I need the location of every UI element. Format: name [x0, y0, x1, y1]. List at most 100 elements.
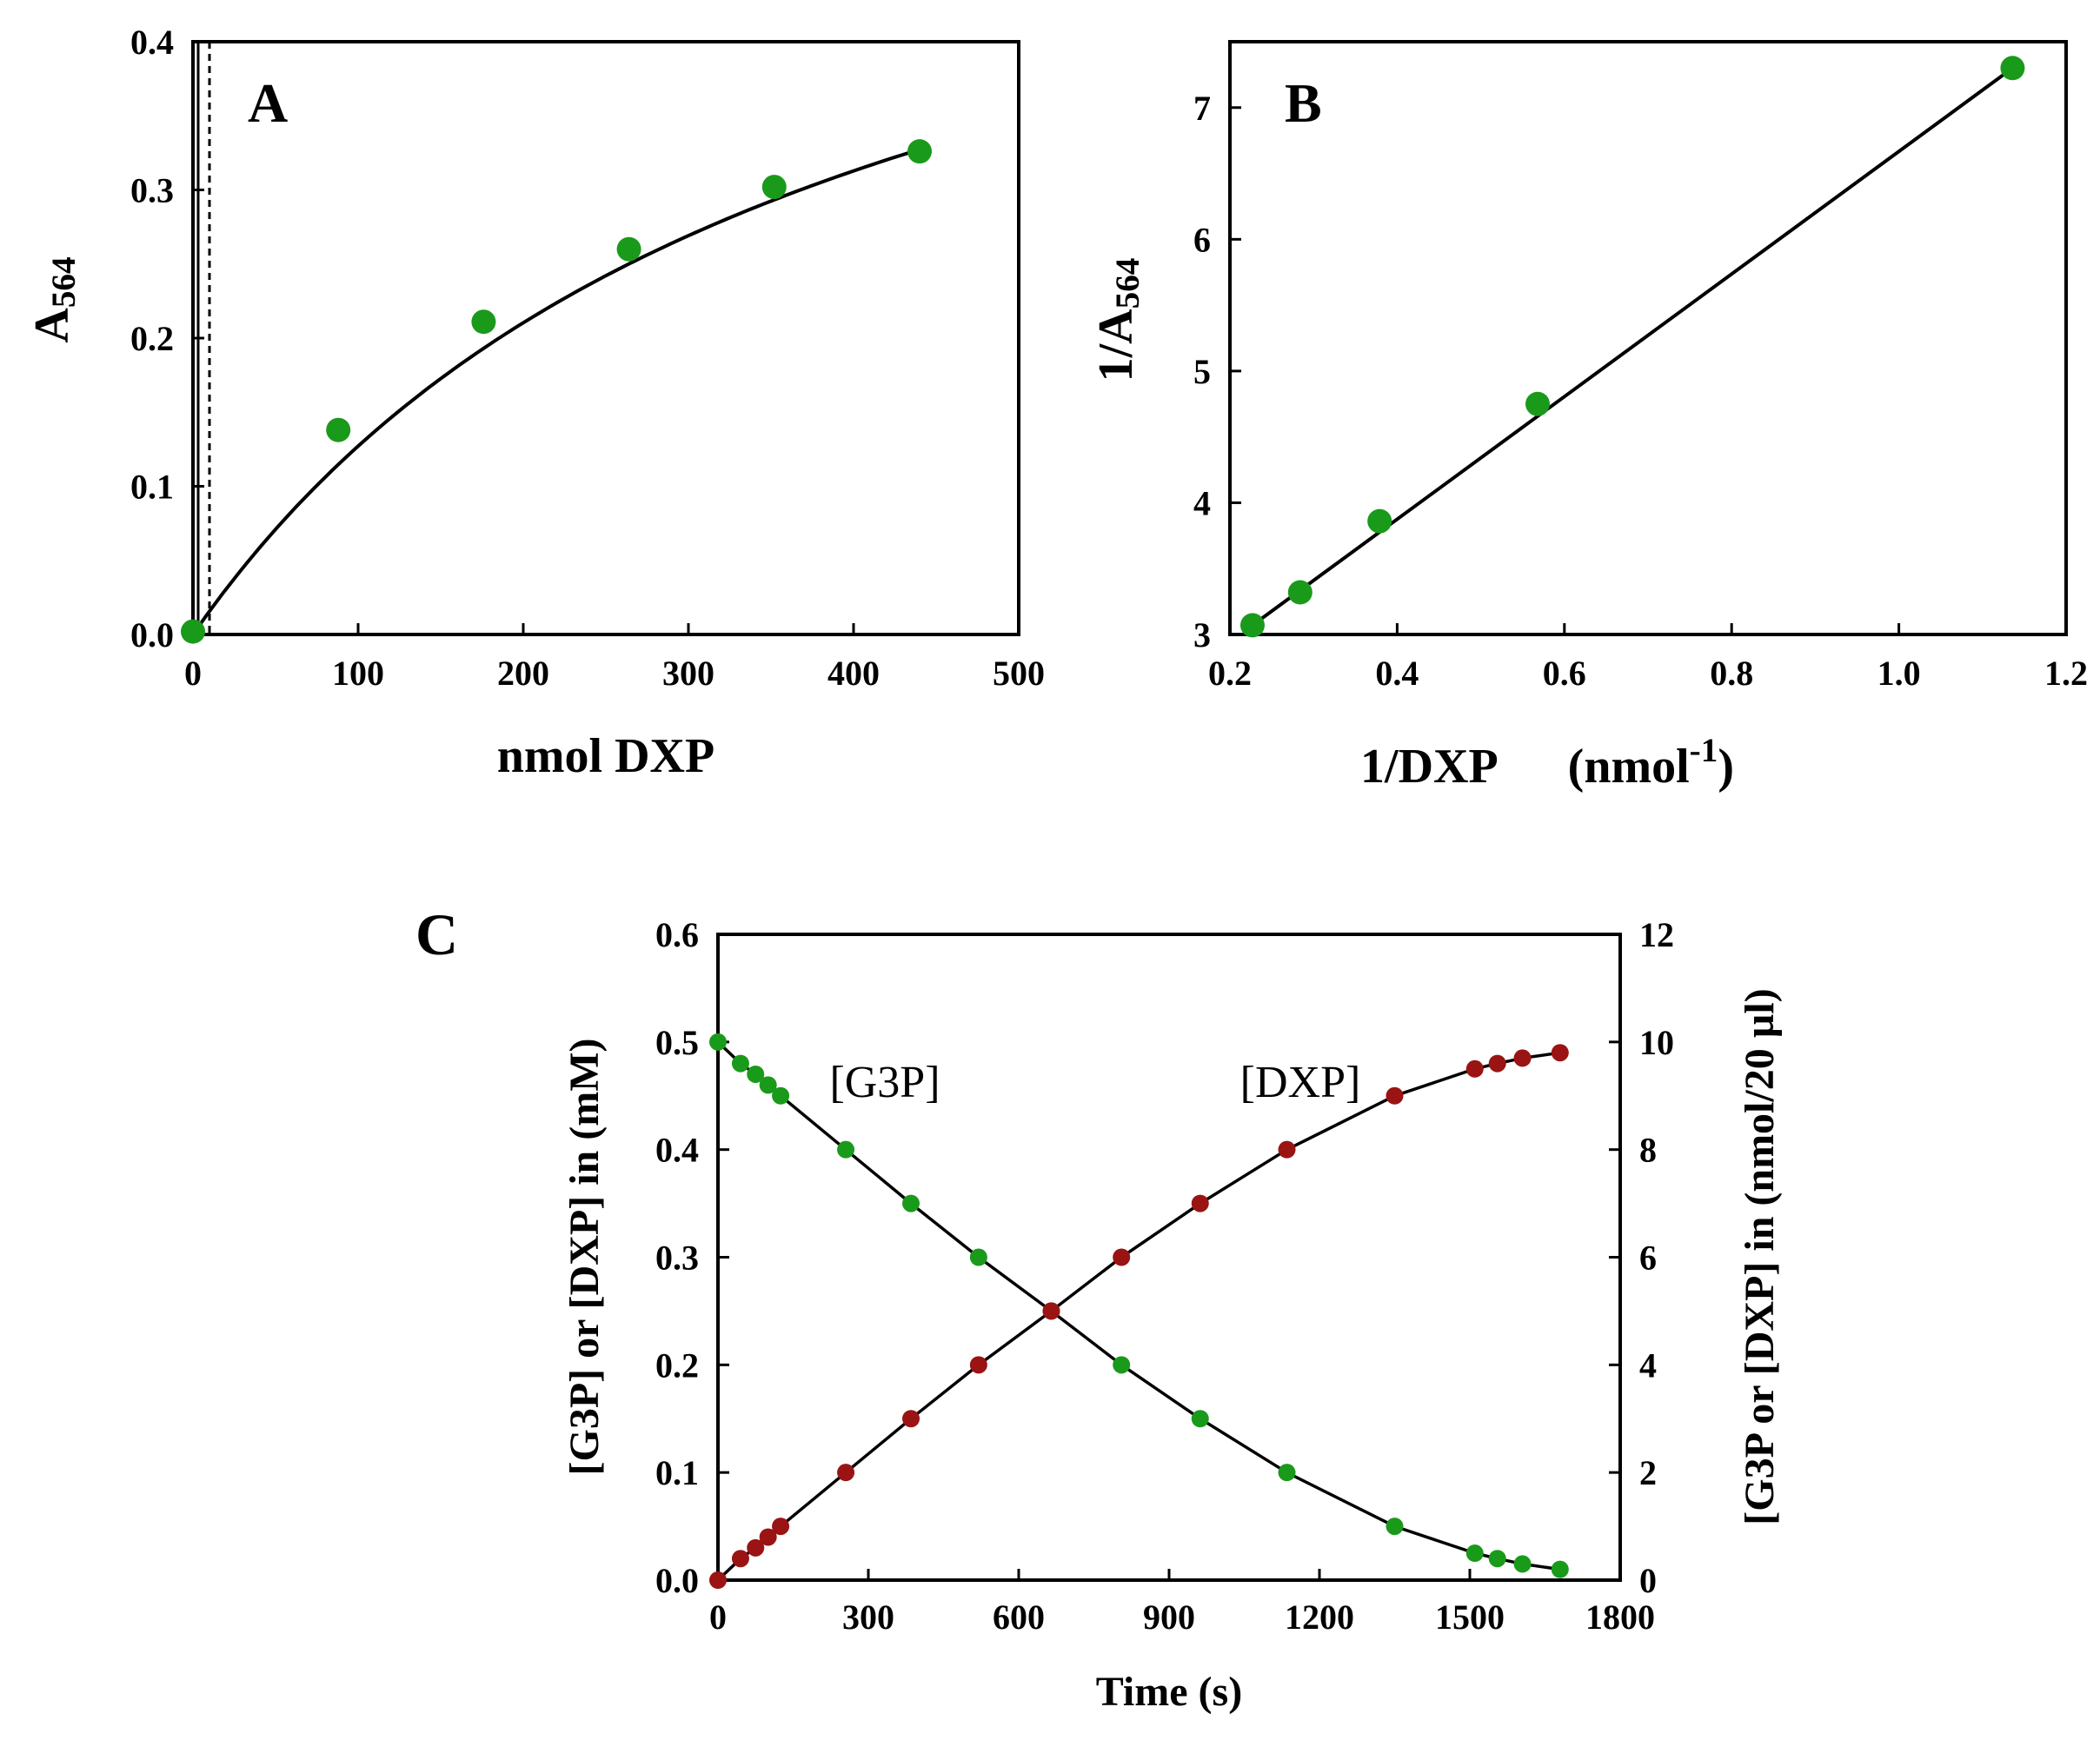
data-point — [326, 417, 351, 442]
g3p-data-point — [747, 1065, 765, 1083]
g3p-data-point — [902, 1194, 920, 1212]
g3p-data-point — [772, 1086, 790, 1105]
data-point — [616, 236, 641, 262]
data-point — [907, 139, 932, 164]
panel-c-tick-marks — [716, 933, 1622, 1582]
dxp-data-point — [837, 1464, 855, 1482]
x-tick-label: 100 — [332, 654, 384, 693]
g3p-data-point — [969, 1248, 987, 1266]
panel-b-y-tick-labels: 3 4 5 6 7 — [1193, 89, 1211, 654]
g3p-series-line — [716, 1040, 1561, 1571]
g3p-data-point — [837, 1140, 855, 1159]
y2-tick-label: 6 — [1639, 1239, 1657, 1278]
g3p-data-point — [759, 1076, 777, 1094]
panel-b: 0.2 0.4 0.6 0.8 1.0 1.2 3 4 5 6 7 B 1/DXP (nmol-1)… — [1089, 40, 2088, 794]
panel-c-x-tick-labels: 0 300 600 900 1200 1500 1800 — [709, 1598, 1655, 1637]
panel-a-reference-lines — [196, 42, 211, 634]
data-point — [761, 175, 787, 200]
y-tick-label: 7 — [1193, 89, 1211, 128]
g3p-data-point — [1113, 1356, 1131, 1374]
dxp-data-point — [1551, 1044, 1569, 1062]
dxp-data-point — [709, 1571, 727, 1589]
data-point — [471, 309, 496, 335]
panel-a-title: A — [248, 72, 288, 134]
panel-b-x-axis-label: 1/DXP (nmol-1) — [1360, 732, 1734, 794]
dxp-data-point — [1113, 1248, 1131, 1266]
panel-a-x-axis-label: nmol DXP — [497, 729, 714, 783]
panel-a-y-tick-labels: 0.0 0.1 0.2 0.3 0.4 — [130, 23, 174, 654]
y2-tick-label: 0 — [1639, 1561, 1657, 1600]
y2-tick-label: 4 — [1639, 1345, 1657, 1385]
panel-a-y-axis-label: A564 — [25, 256, 83, 342]
panel-c-y2-tick-labels: 0 2 4 6 8 10 12 — [1639, 915, 1674, 1600]
data-point — [2000, 56, 2025, 81]
panel-c: 0 300 600 900 1200 1500 1800 0.00.10.20.30.40.… — [415, 901, 1783, 1715]
data-point — [1525, 391, 1551, 416]
data-point — [1287, 580, 1312, 605]
x-tick-label: 900 — [1143, 1598, 1195, 1637]
y-tick-label: 0.1 — [655, 1453, 699, 1492]
panel-a-y-axis-label-sub: 564 — [45, 256, 83, 308]
dxp-data-point — [731, 1550, 749, 1568]
y-tick-label: 0.5 — [655, 1023, 699, 1062]
x-tick-label: 300 — [662, 654, 714, 693]
fit-line — [1251, 66, 2014, 628]
y2-tick-label: 2 — [1639, 1453, 1657, 1492]
y2-tick-label: 8 — [1639, 1131, 1657, 1170]
x-tick-label: 0.2 — [1208, 654, 1252, 693]
y-tick-label: 0.0 — [130, 615, 174, 654]
panel-a-tick-marks — [191, 40, 1020, 636]
x-tick-label: 300 — [842, 1598, 894, 1637]
y2-tick-label: 10 — [1639, 1023, 1674, 1062]
y2-tick-label: 12 — [1639, 915, 1674, 954]
dxp-data-point — [1488, 1054, 1506, 1073]
g3p-data-point — [731, 1054, 749, 1073]
panel-a: 0 100 200 300 400 500 0.0 0.1 0.2 0.3 0.4 A nmol … — [25, 23, 1045, 783]
dxp-data-point — [772, 1518, 790, 1536]
dxp-data-point — [1513, 1049, 1532, 1067]
panel-a-data-points — [181, 139, 932, 644]
panel-b-fit-line — [1251, 66, 2014, 628]
y-tick-label: 0.4 — [655, 1131, 699, 1170]
panel-c-y2-axis-label: [G3P or [DXP] in (nmol/20 µl) — [1737, 988, 1783, 1524]
panel-a-y-axis-label-main: A — [25, 308, 79, 343]
x-tick-label: 1.0 — [1877, 654, 1921, 693]
fit-curve — [191, 147, 920, 636]
panel-b-y-axis-label: 1/A564 — [1089, 258, 1146, 382]
g3p-data-point — [1278, 1464, 1296, 1482]
dxp-data-point — [1191, 1194, 1209, 1212]
y-tick-label: 3 — [1193, 615, 1211, 654]
g3p-data-point — [1513, 1555, 1532, 1573]
g3p-data-point — [1465, 1544, 1484, 1563]
panel-b-title: B — [1285, 72, 1322, 134]
panel-c-title: C — [415, 901, 458, 967]
y-tick-label: 0.6 — [655, 915, 699, 954]
y-tick-label: 0.3 — [130, 171, 174, 210]
panel-c-g3p-annotation: [G3P] — [829, 1058, 940, 1107]
panel-b-x-tick-labels: 0.2 0.4 0.6 0.8 1.0 1.2 — [1208, 654, 2088, 693]
panel-b-x-axis-unit-exponent: -1 — [1690, 732, 1718, 769]
panel-b-plot-frame — [1228, 40, 2068, 636]
panel-c-y-tick-labels: 0.0 0.1 0.2 0.3 0.4 0.5 0.6 — [655, 915, 699, 1600]
g3p-data-point — [1551, 1560, 1569, 1578]
dxp-data-point — [1042, 1302, 1060, 1320]
dxp-data-point — [902, 1410, 920, 1428]
x-tick-label: 500 — [993, 654, 1045, 693]
panel-c-y-axis-label: [G3P] or [DXP] in (mM) — [562, 1039, 608, 1476]
x-tick-label: 200 — [497, 654, 549, 693]
y-tick-label: 6 — [1193, 220, 1211, 259]
x-tick-label: 0 — [709, 1598, 727, 1637]
x-tick-label: 1500 — [1435, 1598, 1505, 1637]
dxp-data-point — [747, 1538, 765, 1557]
x-tick-label: 400 — [827, 654, 880, 693]
panel-a-plot-frame — [191, 40, 1020, 636]
x-tick-label: 0 — [184, 654, 202, 693]
panel-b-data-points — [1239, 56, 2025, 638]
x-tick-label: 1.2 — [2044, 654, 2088, 693]
data-point — [1367, 508, 1392, 534]
g3p-data-point — [1386, 1518, 1404, 1536]
panel-b-y-axis-label-sub: 564 — [1109, 258, 1146, 309]
x-tick-label: 600 — [993, 1598, 1045, 1637]
g3p-data-point — [1488, 1550, 1506, 1568]
